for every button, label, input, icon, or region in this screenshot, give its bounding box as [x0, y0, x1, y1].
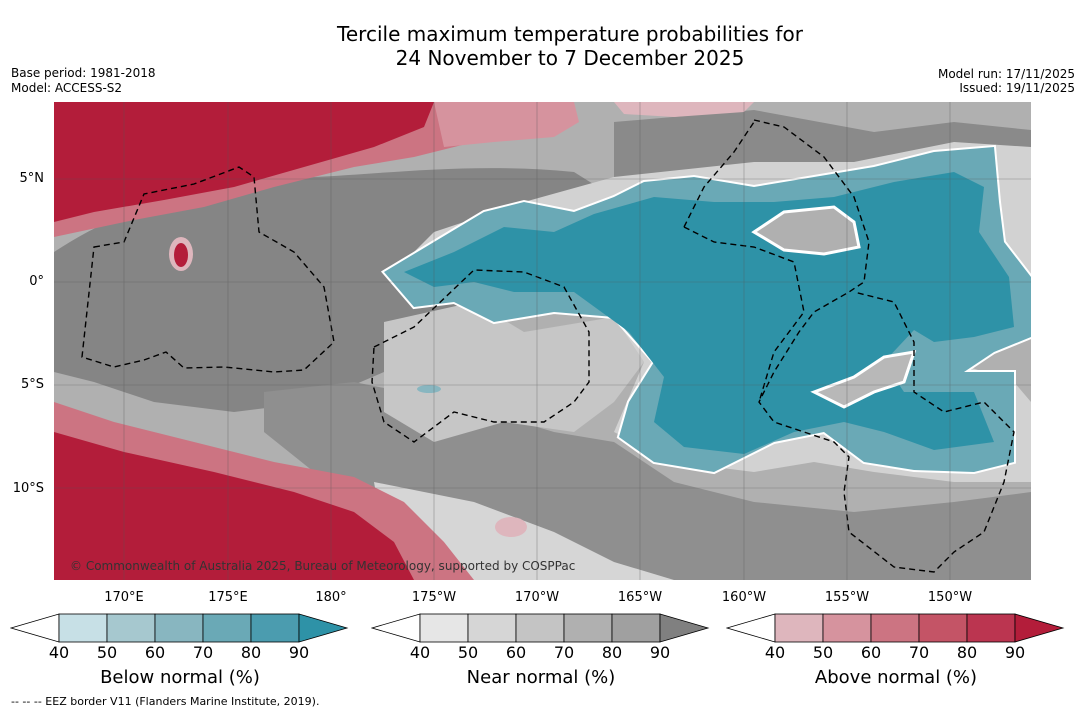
- near-normal-dark-north: [614, 110, 1031, 212]
- eez-border-central: [683, 121, 805, 403]
- near-colorbar-segment: [419, 613, 469, 643]
- colorbar-above-normal: [726, 613, 1065, 643]
- lat-label-5n: 5°N: [19, 171, 45, 186]
- below-colorbar-tick: 80: [240, 643, 262, 662]
- above-normal-islet-core: [174, 243, 188, 267]
- near-colorbar-segment: [611, 613, 661, 643]
- above-colorbar-tick: 80: [956, 643, 978, 662]
- above-colorbar-tick: 70: [908, 643, 930, 662]
- above-normal-north-pale: [614, 102, 754, 117]
- colorbar-near-title: Near normal (%): [466, 667, 616, 688]
- lon-label-165w: 165°W: [617, 590, 663, 605]
- below-colorbar-tick: 40: [48, 643, 70, 662]
- near-colorbar-max-extend: [659, 613, 710, 643]
- near-colorbar-tick: 70: [553, 643, 575, 662]
- below-colorbar-segment: [202, 613, 252, 643]
- near-colorbar-tick: 80: [601, 643, 623, 662]
- below-colorbar-tick: 70: [192, 643, 214, 662]
- map-title-line1: Tercile maximum temperature probabilitie…: [337, 22, 803, 46]
- above-colorbar-segment: [918, 613, 968, 643]
- below-colorbar-segment: [58, 613, 108, 643]
- lon-label-170w: 170°W: [514, 590, 560, 605]
- issued-date: Issued: 19/11/2025: [959, 81, 1075, 95]
- grid-lines: [54, 102, 1031, 580]
- eez-border-kiribati-gilberts: [81, 166, 335, 373]
- near-colorbar-segment: [515, 613, 565, 643]
- above-normal-south-spot: [495, 517, 527, 537]
- above-normal-north-central: [434, 102, 579, 147]
- lon-label-180: 180°: [315, 590, 347, 605]
- colorbar-below-title: Below normal (%): [100, 667, 260, 688]
- base-period: Base period: 1981-2018: [11, 66, 156, 80]
- near-colorbar-tick: 50: [457, 643, 479, 662]
- above-colorbar-tick: 60: [860, 643, 882, 662]
- lat-label-0: 0°: [29, 274, 44, 289]
- model-name: Model: ACCESS-S2: [11, 81, 123, 95]
- near-colorbar-tick: 90: [649, 643, 671, 662]
- above-colorbar-segment: [870, 613, 920, 643]
- above-colorbar-tick: 40: [764, 643, 786, 662]
- map-credit: © Commonwealth of Australia 2025, Bureau…: [70, 559, 576, 573]
- near-colorbar-tick: 40: [409, 643, 431, 662]
- below-colorbar-segment: [250, 613, 300, 643]
- above-colorbar-segment: [822, 613, 872, 643]
- lon-label-175e: 175°E: [208, 590, 248, 605]
- below-colorbar-min-extend: [10, 613, 60, 643]
- near-colorbar-min-extend: [371, 613, 421, 643]
- near-normal-hole-east: [751, 205, 861, 256]
- lon-label-150w: 150°W: [927, 590, 973, 605]
- below-colorbar-tick: 60: [144, 643, 166, 662]
- near-colorbar-segment: [467, 613, 517, 643]
- lat-label-5s: 5°S: [20, 377, 44, 392]
- colorbar-near-normal: [371, 613, 710, 643]
- above-colorbar-tick: 50: [812, 643, 834, 662]
- model-run: Model run: 17/11/2025: [937, 67, 1075, 81]
- above-colorbar-segment: [774, 613, 824, 643]
- near-colorbar-segment: [563, 613, 613, 643]
- above-colorbar-max-extend: [1014, 613, 1065, 643]
- lon-label-155w: 155°W: [824, 590, 870, 605]
- above-normal-northwest-core: [54, 102, 434, 222]
- lon-label-170e: 170°E: [104, 590, 144, 605]
- colorbar-below-normal: [10, 613, 349, 643]
- lat-label-10s: 10°S: [12, 481, 44, 496]
- colorbar-above-title: Above normal (%): [814, 667, 978, 688]
- below-normal-small-patch: [417, 385, 441, 393]
- lon-label-175w: 175°W: [411, 590, 457, 605]
- above-normal-southwest-core: [54, 432, 414, 580]
- above-colorbar-segment: [966, 613, 1016, 643]
- below-colorbar-tick: 90: [288, 643, 310, 662]
- near-colorbar-tick: 60: [505, 643, 527, 662]
- below-colorbar-tick: 50: [96, 643, 118, 662]
- near-normal-light-central: [384, 302, 644, 442]
- map-title-line2: 24 November to 7 December 2025: [395, 46, 745, 70]
- eez-borders: [81, 119, 1015, 573]
- probability-map: [54, 102, 1031, 580]
- below-colorbar-segment: [106, 613, 156, 643]
- eez-border-kiribati-phoenix: [371, 269, 590, 443]
- eez-legend: -- -- -- EEZ border V11 (Flanders Marine…: [11, 695, 320, 708]
- below-colorbar-segment: [154, 613, 204, 643]
- above-colorbar-min-extend: [726, 613, 776, 643]
- near-normal-hole-southeast: [810, 350, 917, 409]
- above-colorbar-tick: 90: [1004, 643, 1026, 662]
- lon-label-160w: 160°W: [721, 590, 767, 605]
- below-colorbar-max-extend: [298, 613, 349, 643]
